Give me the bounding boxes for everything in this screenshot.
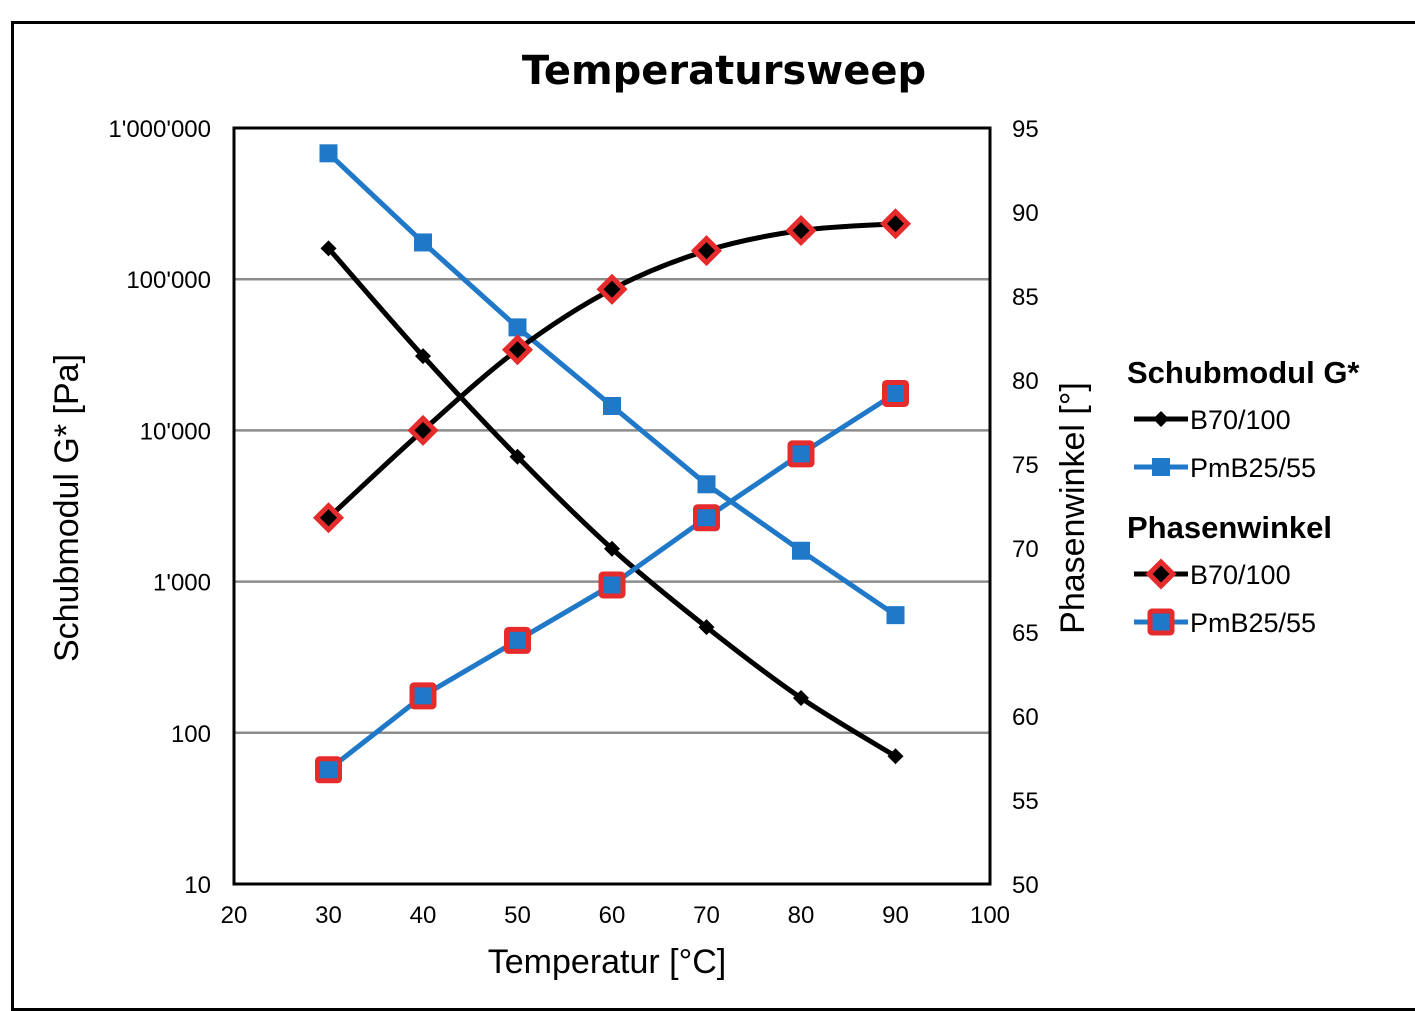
plot-area-border — [232, 126, 992, 886]
series-phasenwinkelpmb25-55 — [315, 379, 909, 784]
data-point-marker — [504, 626, 531, 654]
x-tick-label: 20 — [221, 902, 248, 929]
data-point-marker — [415, 348, 431, 365]
x-axis-label: Temperatur [°C] — [488, 943, 726, 981]
y-tick-label: 10'000 — [140, 418, 211, 445]
data-point-marker — [1145, 558, 1177, 590]
data-point-marker — [604, 540, 620, 557]
data-point-marker — [886, 606, 905, 625]
y2-tick-label: 75 — [1012, 452, 1039, 479]
y2-tick-label: 65 — [1012, 620, 1039, 647]
x-tick-labels: 20 30 40 50 60 70 80 90 100 — [221, 902, 1010, 929]
legend-item: PmB25/55 — [1134, 453, 1316, 483]
x-tick-label: 60 — [599, 902, 626, 929]
y-tick-label: 1'000 — [153, 570, 211, 597]
data-point-marker — [690, 235, 723, 267]
y2-tick-label: 55 — [1012, 788, 1039, 815]
data-point-marker — [787, 440, 815, 468]
data-point-marker — [792, 541, 810, 560]
data-point-marker — [414, 233, 432, 252]
data-point-marker — [887, 748, 904, 765]
x-tick-label: 40 — [410, 902, 437, 929]
data-point-marker — [501, 334, 534, 366]
x-tick-label: 70 — [693, 902, 720, 929]
legend: Schubmodul G* B70/100 PmB25/55 Phasenwinkel… — [1127, 355, 1360, 638]
data-point-marker — [320, 240, 337, 257]
y2-tick-label: 50 — [1012, 872, 1039, 899]
series-layer — [312, 144, 912, 784]
legend-label: B70/100 — [1190, 560, 1291, 590]
x-tick-label: 100 — [970, 902, 1010, 929]
x-tick-label: 80 — [788, 902, 815, 929]
y2-tick-label: 60 — [1012, 704, 1039, 731]
data-point-marker — [882, 379, 909, 407]
y-tick-labels: 10 100 1'000 10'000 100'000 1'000'000 — [108, 116, 211, 899]
data-point-marker — [1147, 608, 1175, 636]
legend-item: PmB25/55 — [1134, 608, 1316, 638]
data-point-marker — [1152, 458, 1170, 476]
series-schubmodul-g-pmb25-55 — [319, 144, 905, 625]
legend-label: PmB25/55 — [1190, 453, 1316, 483]
data-point-marker — [509, 448, 526, 465]
data-point-marker — [319, 144, 338, 163]
series-line — [326, 221, 896, 520]
chart-title: Temperatursweep — [522, 48, 926, 94]
data-point-marker — [697, 475, 716, 494]
legend-label: PmB25/55 — [1190, 608, 1316, 638]
data-point-marker — [407, 414, 439, 446]
x-tick-label: 90 — [882, 902, 909, 929]
y-tick-label: 100 — [171, 721, 211, 748]
y2-tick-label: 80 — [1012, 368, 1039, 395]
y2-tick-label: 85 — [1012, 284, 1039, 311]
y2-tick-labels: 50 55 60 65 70 75 80 85 90 95 — [1012, 116, 1039, 899]
y-tick-label: 1'000'000 — [108, 116, 211, 143]
legend-heading: Phasenwinkel — [1127, 510, 1332, 545]
data-point-marker — [312, 502, 345, 534]
legend-heading: Schubmodul G* — [1127, 355, 1360, 390]
data-point-marker — [785, 214, 817, 247]
data-point-marker — [698, 619, 715, 636]
data-point-marker — [508, 318, 527, 337]
y2-axis-label: Phasenwinkel [°] — [1054, 382, 1092, 634]
series-schubmodul-g-b70-100 — [320, 240, 904, 765]
data-point-marker — [793, 689, 809, 706]
data-point-marker — [693, 504, 720, 532]
series-phasenwinkelb70-100 — [312, 208, 912, 534]
x-tick-label: 50 — [504, 902, 531, 929]
legend-item: B70/100 — [1134, 405, 1291, 435]
data-point-marker — [315, 756, 342, 784]
y2-tick-label: 90 — [1012, 200, 1039, 227]
gridlines — [234, 277, 990, 735]
data-point-marker — [409, 682, 437, 710]
legend-label: B70/100 — [1190, 405, 1291, 435]
y-axis-label: Schubmodul G* [Pa] — [48, 354, 86, 662]
y2-tick-label: 70 — [1012, 536, 1039, 563]
y-tick-label: 10 — [184, 872, 211, 899]
data-point-marker — [598, 571, 626, 599]
data-point-marker — [1153, 411, 1169, 427]
series-line — [326, 246, 897, 759]
data-point-marker — [879, 208, 912, 240]
data-point-marker — [603, 397, 621, 416]
data-point-marker — [596, 273, 628, 305]
y-tick-label: 100'000 — [126, 267, 211, 294]
y2-tick-label: 95 — [1012, 116, 1039, 143]
legend-item: B70/100 — [1134, 558, 1291, 590]
x-tick-label: 30 — [315, 902, 342, 929]
